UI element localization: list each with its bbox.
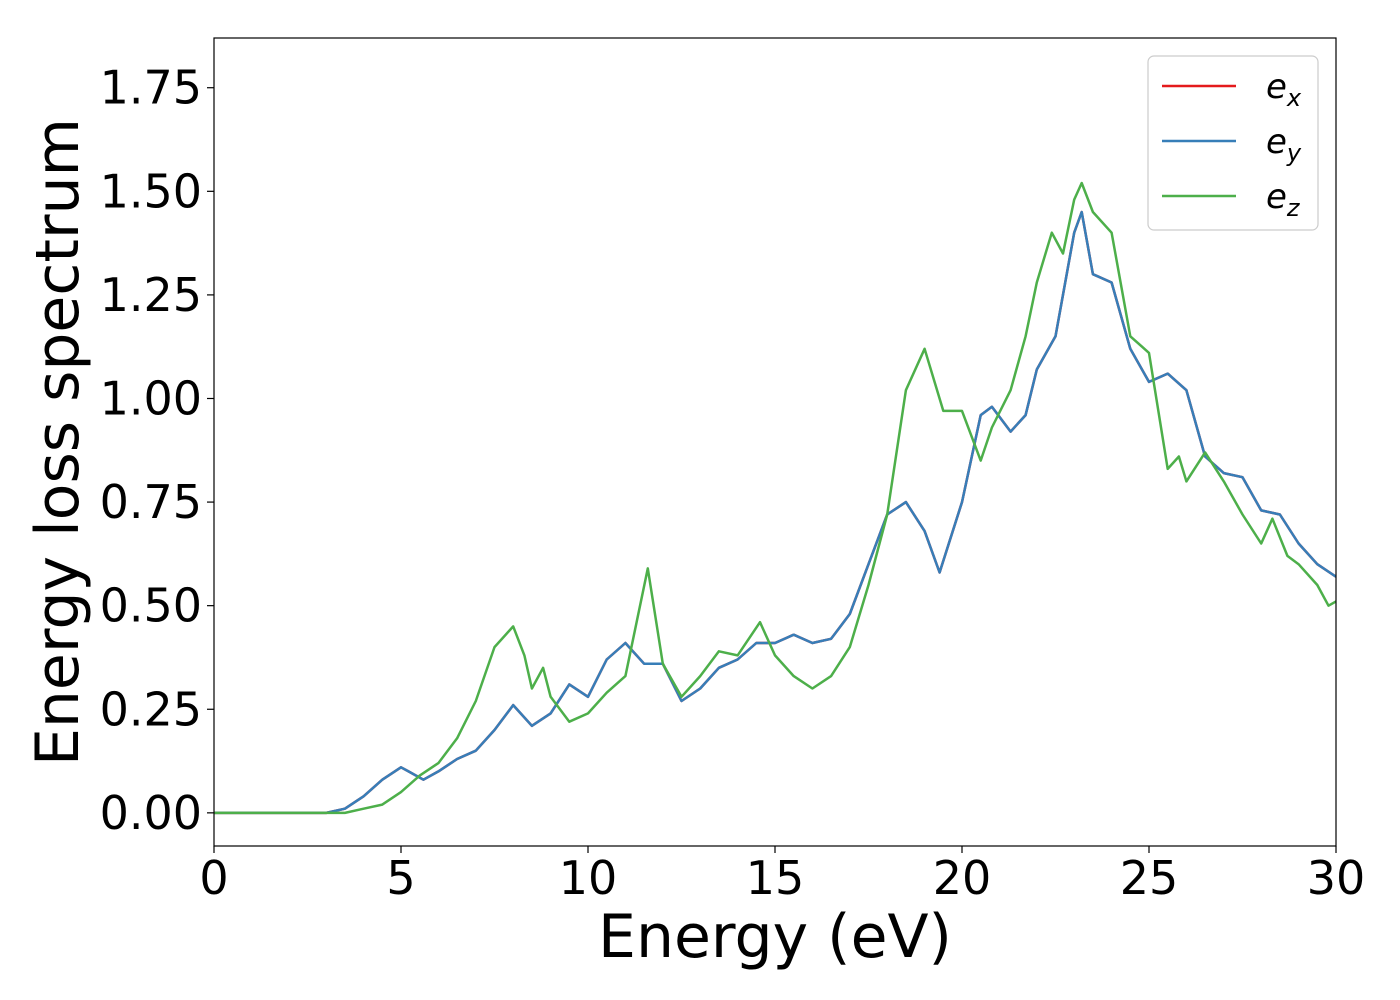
x-tick-label: 15: [746, 851, 805, 905]
y-tick-label: 1.50: [100, 164, 202, 218]
series-line-z: [214, 181, 1336, 815]
x-tick-label: 30: [1307, 851, 1366, 905]
x-axis: 0 5 10 15 20 25 30: [199, 846, 1365, 905]
legend-box: [1147, 55, 1319, 231]
x-tick-label: 0: [199, 851, 228, 905]
y-tick-label: 1.75: [100, 61, 202, 115]
x-tick-label: 25: [1120, 851, 1179, 905]
series-line-y: [214, 210, 1336, 815]
x-tick-label: 5: [386, 851, 415, 905]
x-tick-label: 10: [559, 851, 618, 905]
y-tick-label: 0.25: [100, 682, 202, 736]
x-axis-title: Energy (eV): [598, 902, 952, 972]
y-tick-label: 0.50: [100, 579, 202, 633]
y-tick-label: 0.75: [100, 475, 202, 529]
y-tick-label: 1.25: [100, 268, 202, 322]
y-tick-label: 0.00: [100, 786, 202, 840]
y-axis: 0.00 0.25 0.50 0.75 1.00 1.25 1.50 1.75: [100, 61, 214, 840]
series-line-x: [214, 210, 1336, 815]
y-axis-title: Energy loss spectrum: [23, 118, 93, 766]
x-tick-label: 20: [933, 851, 992, 905]
y-tick-label: 1.00: [100, 371, 202, 425]
